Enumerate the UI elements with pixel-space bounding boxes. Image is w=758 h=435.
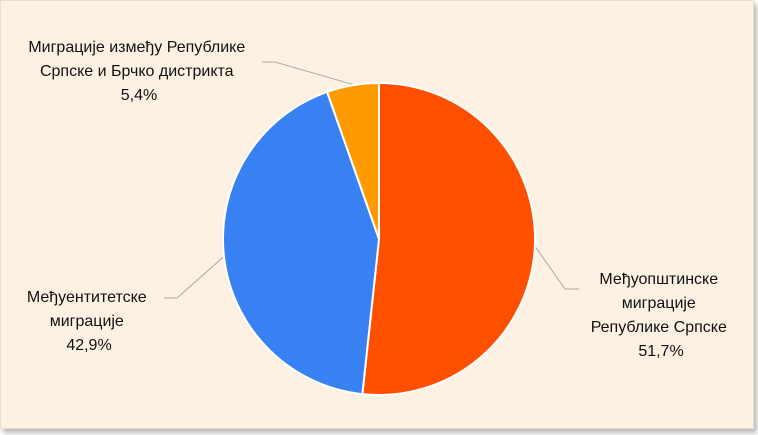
pie-slice-interentitetske: [222, 90, 380, 396]
slice-label-brcko-line1: Миграције између Републике: [28, 39, 245, 56]
leader-line-interentitetske: [164, 256, 224, 299]
leader-line-interopstinske: [535, 247, 579, 290]
slice-value-interentitetske: 42,9%: [66, 337, 111, 354]
slice-label-interopstinske: Међуопштинске миграције Републике Српске…: [591, 271, 732, 360]
leader-line-brcko: [262, 61, 353, 85]
slice-value-interopstinske: 51,7%: [638, 343, 683, 360]
slice-label-interentitetske: Међуентитетске миграције 42,9%: [27, 289, 151, 354]
slice-label-brcko: Миграције између Републике Српске и Брчк…: [28, 39, 249, 104]
slice-label-interentitetske-line2: миграције: [50, 313, 124, 330]
pie-slices: [222, 82, 536, 396]
slice-label-interentitetske-line1: Међуентитетске: [27, 289, 147, 306]
slice-value-brcko: 5,4%: [121, 87, 157, 104]
pie-slice-interopstinske: [361, 82, 536, 396]
slice-label-interopstinske-line2: миграције: [622, 295, 696, 312]
leader-lines: [164, 61, 579, 299]
pie-slice-brcko: [326, 82, 380, 240]
slice-label-interopstinske-line3: Републике Српске: [591, 319, 727, 336]
slice-label-interopstinske-line1: Међуопштинске: [599, 271, 718, 288]
slice-label-brcko-line2: Српске и Брчко дистрикта: [40, 63, 234, 80]
